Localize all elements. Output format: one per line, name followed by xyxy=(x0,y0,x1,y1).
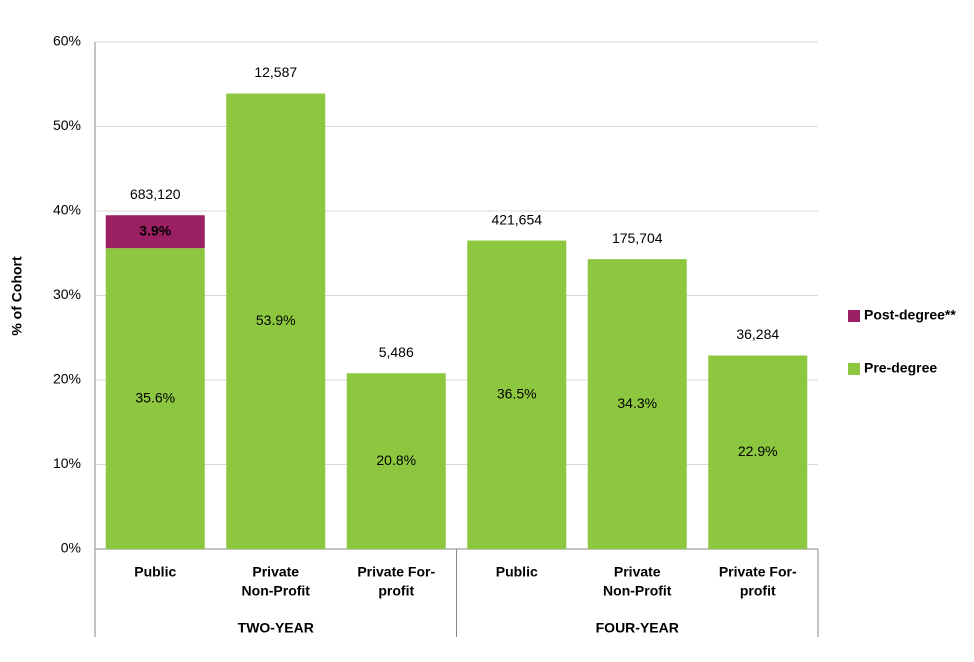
x-tick-label: profit xyxy=(740,583,776,599)
x-tick-label: Private For- xyxy=(719,564,797,580)
y-tick-label: 10% xyxy=(53,455,81,471)
cohort-size-label: 175,704 xyxy=(612,230,663,246)
value-label: 35.6% xyxy=(135,389,175,405)
x-tick-label: Public xyxy=(496,564,538,580)
y-axis-label: % of Cohort xyxy=(9,256,25,336)
bar-segment xyxy=(467,240,567,549)
x-tick-label: Non-Profit xyxy=(603,583,672,599)
legend-swatch xyxy=(848,310,860,322)
x-tick-label: Public xyxy=(134,564,176,580)
value-label: 20.8% xyxy=(376,452,416,468)
bar-segment xyxy=(105,248,205,549)
x-tick-label: profit xyxy=(378,583,414,599)
x-tick-label: Private xyxy=(252,564,299,580)
x-tick-label: Private For- xyxy=(357,564,435,580)
x-tick-label: Private xyxy=(614,564,661,580)
y-tick-label: 30% xyxy=(53,286,81,302)
legend-label: Pre-degree xyxy=(864,360,937,376)
bar-segment xyxy=(587,259,687,549)
value-label: 53.9% xyxy=(256,312,296,328)
value-label: 36.5% xyxy=(497,385,537,401)
legend-swatch xyxy=(848,363,860,375)
value-label: 3.9% xyxy=(139,222,171,238)
y-tick-label: 20% xyxy=(53,371,81,387)
bar-segment xyxy=(346,373,446,549)
cohort-size-label: 36,284 xyxy=(736,326,779,342)
y-tick-label: 40% xyxy=(53,202,81,218)
group-label: FOUR-YEAR xyxy=(596,620,679,636)
cohort-size-label: 5,486 xyxy=(379,344,414,360)
value-label: 22.9% xyxy=(738,443,778,459)
x-tick-label: Non-Profit xyxy=(242,583,311,599)
y-tick-label: 50% xyxy=(53,117,81,133)
value-label: 34.3% xyxy=(617,395,657,411)
cohort-size-label: 683,120 xyxy=(130,186,181,202)
bar-segment xyxy=(105,215,205,249)
bar-segment xyxy=(708,355,808,549)
legend-label: Post-degree** xyxy=(864,307,956,323)
cohort-size-label: 12,587 xyxy=(254,64,297,80)
y-tick-label: 0% xyxy=(61,540,81,556)
cohort-size-label: 421,654 xyxy=(491,211,542,227)
y-tick-label: 60% xyxy=(53,33,81,49)
group-label: TWO-YEAR xyxy=(238,620,314,636)
bar-segment xyxy=(226,93,326,550)
